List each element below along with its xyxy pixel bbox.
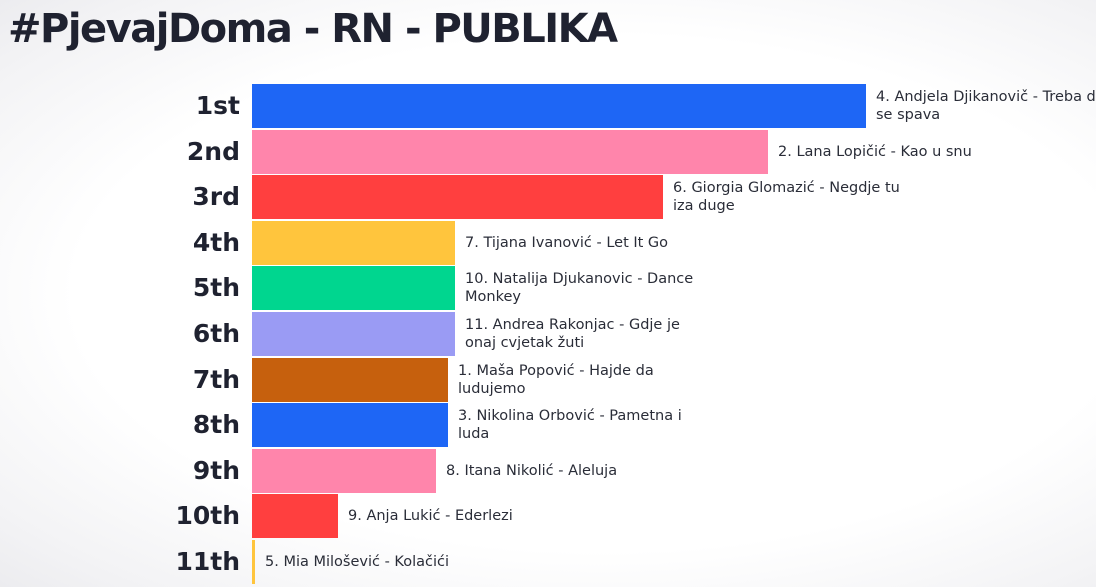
bar-label: 6. Giorgia Glomazić - Negdje tu iza duge	[673, 180, 900, 214]
bar-label: 5. Mia Milošević - Kolačići	[265, 554, 449, 570]
bar	[252, 312, 455, 356]
bar	[252, 494, 338, 538]
bar	[252, 358, 448, 402]
bar-label: 9. Anja Lukić - Ederlezi	[348, 508, 513, 524]
chart-title: #PjevajDoma - RN - PUBLIKA	[8, 6, 618, 52]
rank-label: 6th	[192, 319, 240, 348]
bar	[252, 221, 455, 265]
rank-label: 3rd	[192, 182, 240, 211]
bar-label: 3. Nikolina Orbović - Pametna i luda	[458, 408, 682, 442]
bar-label: 4. Andjela Djikanovič - Treba da se spav…	[876, 89, 1096, 123]
bar-label: 11. Andrea Rakonjac - Gdje je onaj cvjet…	[465, 317, 680, 351]
bar	[252, 449, 436, 493]
rank-label: 9th	[192, 456, 240, 485]
bar	[252, 403, 448, 447]
bar	[252, 130, 768, 174]
bar	[252, 540, 255, 584]
bar-label: 7. Tijana Ivanović - Let It Go	[465, 235, 669, 251]
bar-label: 2. Lana Lopičić - Kao u snu	[778, 144, 972, 160]
bar	[252, 266, 455, 310]
bar	[252, 84, 866, 128]
rank-label: 10th	[175, 501, 240, 530]
rank-label: 5th	[192, 273, 240, 302]
rank-label: 4th	[192, 228, 240, 257]
rank-label: 11th	[175, 547, 240, 576]
rank-label: 7th	[192, 365, 240, 394]
bar-label: 10. Natalija Djukanovic - Dance Monkey	[465, 271, 694, 305]
rank-label: 2nd	[186, 137, 240, 166]
rank-label: 8th	[192, 410, 240, 439]
bar	[252, 175, 663, 219]
bar-label: 1. Maša Popović - Hajde da ludujemo	[458, 363, 654, 397]
bar-label: 8. Itana Nikolić - Aleluja	[446, 463, 618, 479]
rank-label: 1st	[195, 91, 240, 120]
